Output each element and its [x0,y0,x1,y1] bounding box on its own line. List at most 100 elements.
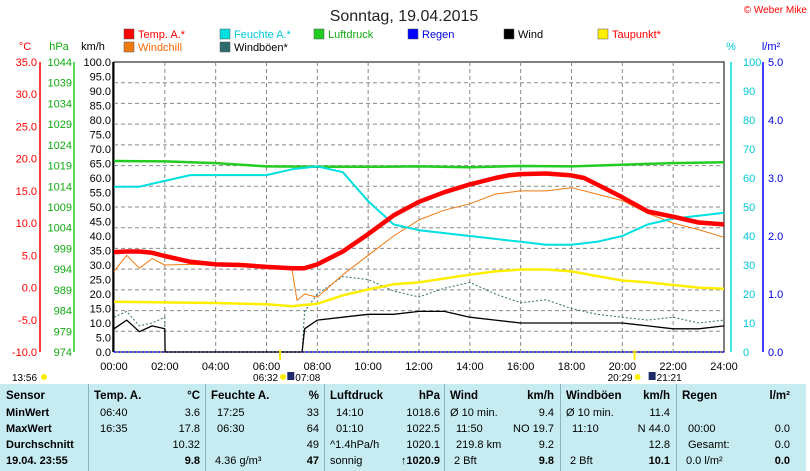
axis-headers: °C hPa km/h% l/m² [19,41,781,53]
sunrise-time: 06:32 [253,373,278,384]
current-time-label: 13:56 [12,373,37,384]
temp-axis-label: °C [19,41,31,53]
humidity-axis-tick: 40 [743,231,755,243]
weather-chart: Sonntag, 19.04.2015 © Weber Mike Temp. A… [12,5,808,384]
humidity-axis-tick: 90 [743,86,755,98]
temp-axis-tick: 15.0 [16,186,37,198]
wind-axis-tick: 55.0 [90,188,111,200]
stats-cell: 11:50 [456,423,483,435]
legend-swatch-gust [219,41,231,53]
humidity-axis-tick: 30 [743,260,755,272]
series-line-tempa [113,171,725,271]
stats-gust-header: Windböen [566,390,622,402]
stats-cell: ↑1020.9 [400,455,440,467]
wind-axis-tick: 80.0 [90,115,111,127]
stats-cell: 1020.1 [406,439,440,451]
temp-axis-tick: 0.0 [22,283,37,295]
humidity-axis-tick: 10 [743,318,755,330]
stats-cell: 47 [306,455,319,467]
series-line-wind [113,310,725,353]
axes: 35.0 30.0 25.0 20.0 15.0 10.0 5.0 0.0 -5.0 -10.0 1… [12,57,783,373]
pressure-axis-tick: 1014 [48,181,72,193]
pressure-axis-tick: 1004 [48,223,72,235]
legend-label-gust: Windböen* [234,42,289,54]
rain-axis-tick: 0.0 [768,347,783,359]
stats-cell: 33 [306,407,319,419]
sunset-sun-icon [634,374,641,380]
rain-axis-tick: 2.0 [768,231,783,243]
legend-label-rain: Regen [422,29,454,41]
stats-rain-column: Regen l/m² 00:00 0.0 Gesamt: 0.0 0.0 l/m² 0.… [682,384,790,471]
moonrise-time: 07:08 [295,373,320,384]
wind-axis-tick: 25.0 [90,275,111,287]
humidity-axis-tick: 50 [743,202,755,214]
stats-cell: 3.6 [184,407,200,419]
wind-axis-tick: 60.0 [90,173,111,185]
stats-pressure-unit: hPa [418,390,440,402]
stats-cell: 01:10 [336,423,364,435]
stats-row-label: Durchschnitt [6,439,74,451]
humidity-axis-tick: 70 [743,144,755,156]
stats-cell: 4.36 g/m³ [215,455,262,467]
stats-cell: 11.4 [649,407,670,419]
stats-cell: 0.0 l/m² [686,455,723,467]
moonrise-icon [287,372,295,380]
wind-axis-tick: 95.0 [90,72,111,84]
legend-label-wind: Wind [518,29,543,41]
legend-swatch-temp [123,28,135,40]
legend-label-temp: Temp. A.* [138,29,186,41]
stats-pressure-column: Luftdruck hPa 14:10 1018.6 01:10 1022.5 ^1.… [330,384,440,471]
pressure-axis-tick: 974 [54,347,72,359]
stats-cell: 49 [306,439,319,451]
stats-cell: 1022.5 [406,423,440,435]
time-axis-tick: 18:00 [558,361,586,373]
stats-cell: NO 19.7 [513,423,554,435]
wind-axis-tick: 15.0 [90,304,111,316]
wind-axis-tick: 75.0 [90,130,111,142]
stats-cell: 0.0 [774,439,790,451]
legend-label-dewpoint: Taupunkt* [612,29,662,41]
pressure-axis-tick: 1019 [48,161,72,173]
stats-gust-unit: km/h [643,390,670,402]
pressure-axis-tick: 1044 [48,57,72,69]
legend-label-humidity: Feuchte A.* [234,29,292,41]
pressure-axis-tick: 994 [54,264,72,276]
time-axis-tick: 24:00 [710,361,738,373]
wind-axis-tick: 65.0 [90,159,111,171]
temp-axis-tick: 5.0 [22,250,37,262]
legend-swatch-pressure [313,28,325,40]
chart-title: Sonntag, 19.04.2015 [330,8,479,25]
wind-axis-tick: 85.0 [90,101,111,113]
wind-axis-tick: 90.0 [90,86,111,98]
legend-swatch-windchill [123,41,135,53]
stats-cell: 64 [306,423,319,435]
stats-cell: 9.2 [538,439,554,451]
wind-axis-tick: 20.0 [90,289,111,301]
series-line-windben [113,276,725,353]
stats-cell: 17.8 [178,423,200,435]
wind-axis-tick: 10.0 [90,318,111,330]
temp-axis-tick: 10.0 [16,218,37,230]
stats-wind-column: Wind km/h Ø 10 min. 9.4 11:50 NO 19.7 219.8… [450,384,554,471]
time-axis-tick: 22:00 [659,361,687,373]
sunrise-sun-icon [280,374,287,380]
stats-cell: 11:10 [572,423,599,435]
stats-wind-unit: km/h [527,390,554,402]
moonset-time: 21:21 [657,373,682,384]
pressure-axis-tick: 1009 [48,202,72,214]
stats-pressure-header: Luftdruck [330,390,384,402]
legend-label-pressure: Luftdruck [328,29,374,41]
pressure-axis-tick: 999 [54,243,72,255]
time-axis-tick: 06:00 [253,361,281,373]
stats-temp-header: Temp. A. [94,390,142,402]
series-line-luftdruck [113,159,725,169]
pressure-axis-tick: 984 [54,306,72,318]
humidity-axis-tick: 100 [743,57,761,69]
stats-sensor-column: Sensor MinWert MaxWert Durchschnitt 19.0… [6,384,88,471]
stats-cell: 219.8 km [456,439,502,451]
statistics-table: Sensor MinWert MaxWert Durchschnitt 19.0… [0,384,806,471]
humidity-axis-tick: 20 [743,289,755,301]
wind-axis-tick: 100.0 [83,57,111,69]
stats-rain-unit: l/m² [769,390,790,402]
pressure-axis-tick: 979 [54,326,72,338]
